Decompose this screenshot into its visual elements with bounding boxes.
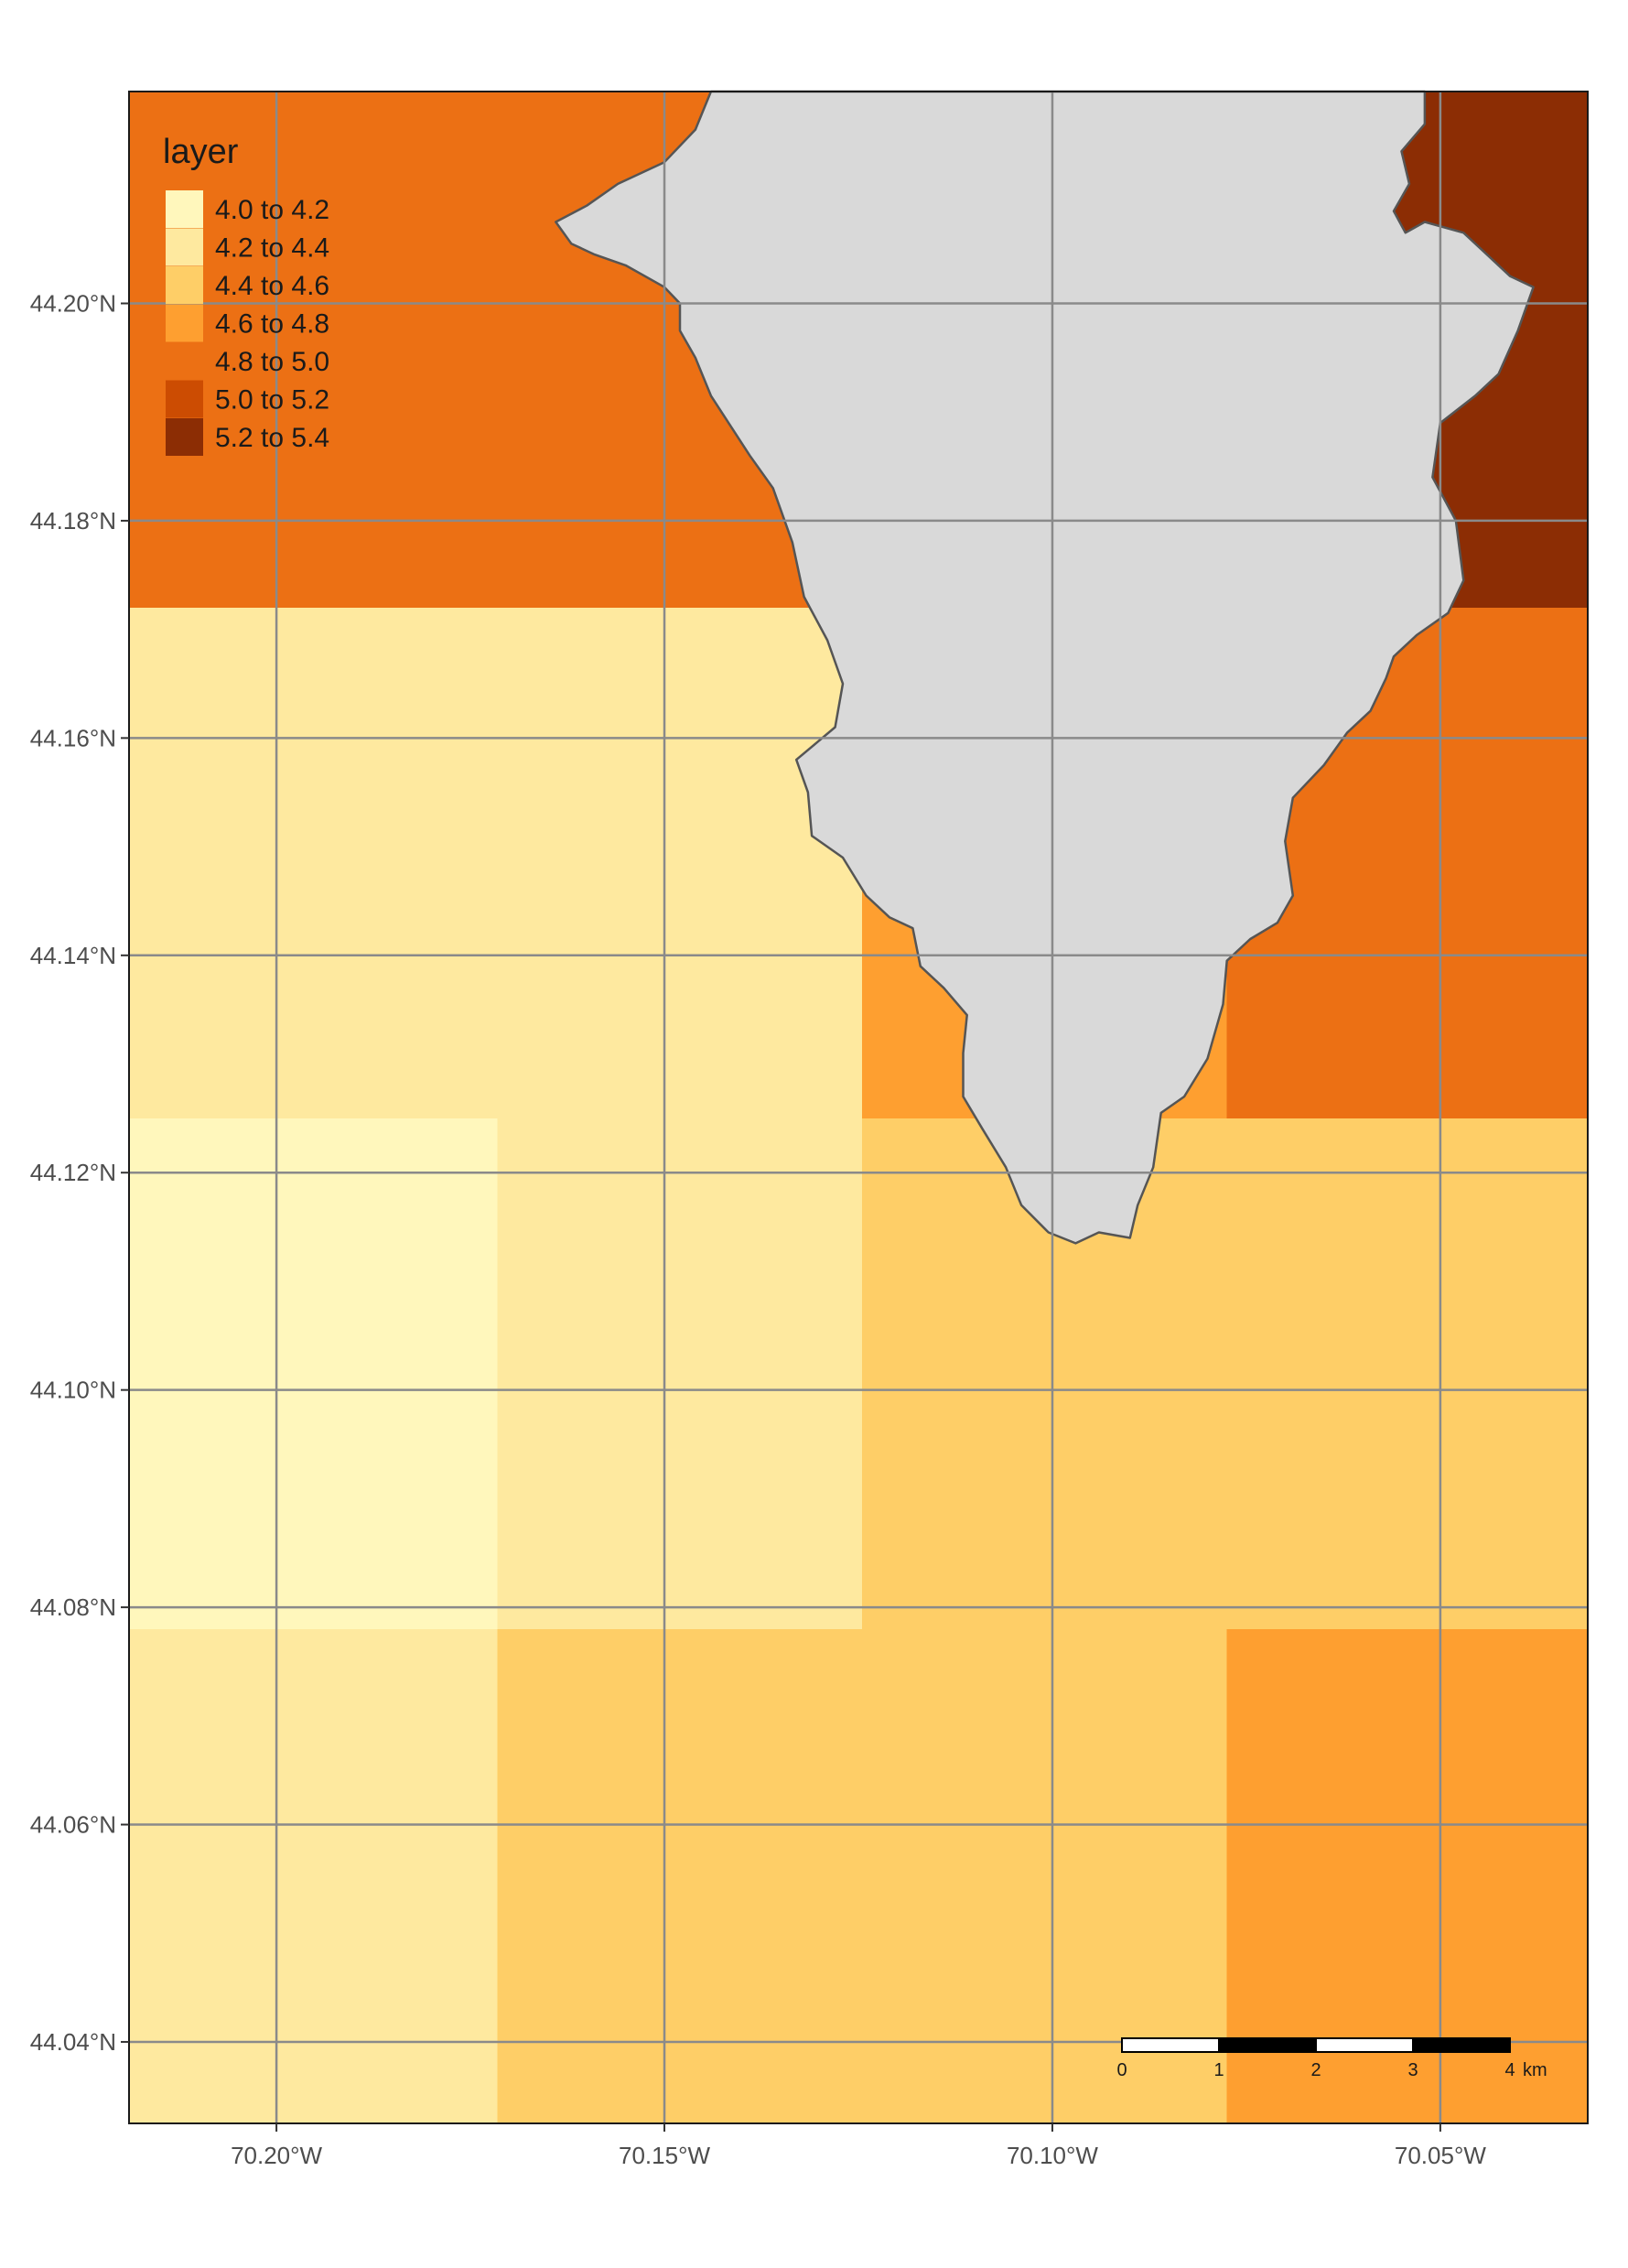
raster-cell — [1226, 1118, 1588, 1629]
legend-items: 4.0 to 4.2 4.2 to 4.4 4.4 to 4.6 4.6 to 4.8… — [166, 190, 329, 456]
lon-tick-label: 70.05°W — [1395, 2142, 1486, 2169]
scale-bar-unit: km — [1523, 2060, 1547, 2080]
raster-cell — [129, 607, 498, 1118]
lat-tick-label: 44.12°N — [30, 1159, 116, 1186]
legend: layer 4.0 to 4.2 4.2 to 4.4 4.4 to 4.6 4.6 … — [163, 133, 329, 456]
lat-tick-label: 44.08°N — [30, 1593, 116, 1621]
legend-swatch — [166, 304, 203, 342]
lat-tick-label: 44.06°N — [30, 1811, 116, 1839]
scale-bar: 0 1 2 3 4 km — [1116, 2037, 1547, 2080]
legend-title: layer — [163, 133, 239, 171]
scale-bar-label: 0 — [1116, 2060, 1127, 2080]
legend-label: 5.0 to 5.2 — [215, 385, 329, 416]
graticule — [129, 92, 1588, 2123]
map-frame — [128, 91, 1589, 2124]
latitude-tick-labels: 44.20°N 44.18°N 44.16°N 44.14°N 44.12°N 44.10… — [30, 289, 129, 2056]
lat-tick-label: 44.20°N — [30, 289, 116, 317]
map-panel — [128, 90, 1589, 2124]
lat-tick-label: 44.04°N — [30, 2028, 116, 2056]
scale-bar-label: 4 — [1504, 2060, 1515, 2080]
legend-swatch — [166, 418, 203, 456]
legend-label: 4.6 to 4.8 — [215, 309, 329, 340]
lon-tick-label: 70.15°W — [619, 2142, 710, 2169]
legend-label: 5.2 to 5.4 — [215, 423, 329, 453]
legend-label: 4.8 to 5.0 — [215, 347, 329, 377]
scale-bar-segment — [1121, 2037, 1220, 2053]
scale-bar-segment — [1218, 2037, 1317, 2053]
longitude-tick-labels: 70.20°W 70.15°W 70.10°W 70.05°W — [231, 2123, 1486, 2169]
lat-tick-label: 44.18°N — [30, 507, 116, 535]
scale-bar-segment — [1315, 2037, 1414, 2053]
lat-tick-label: 44.10°N — [30, 1377, 116, 1404]
lat-tick-label: 44.14°N — [30, 942, 116, 969]
legend-swatch — [166, 266, 203, 304]
raster-cell — [129, 1628, 498, 2123]
legend-swatch — [166, 228, 203, 266]
legend-swatch — [166, 380, 203, 418]
scale-bar-label: 1 — [1213, 2060, 1224, 2080]
raster-cell — [497, 607, 863, 1118]
legend-label: 4.0 to 4.2 — [215, 195, 329, 225]
lon-tick-label: 70.20°W — [231, 2142, 322, 2169]
lat-tick-label: 44.16°N — [30, 724, 116, 751]
lon-tick-label: 70.10°W — [1007, 2142, 1098, 2169]
scale-bar-label: 2 — [1310, 2060, 1321, 2080]
legend-label: 4.2 to 4.4 — [215, 233, 329, 264]
legend-label: 4.4 to 4.6 — [215, 271, 329, 301]
raster-cell — [497, 1118, 863, 1629]
raster-cell — [129, 1118, 498, 1629]
land-polygon — [555, 90, 1535, 1245]
legend-swatch — [166, 190, 203, 228]
raster-cell — [497, 1628, 863, 2123]
scale-bar-label: 3 — [1407, 2060, 1418, 2080]
legend-swatch — [166, 342, 203, 380]
scale-bar-segment — [1412, 2037, 1511, 2053]
